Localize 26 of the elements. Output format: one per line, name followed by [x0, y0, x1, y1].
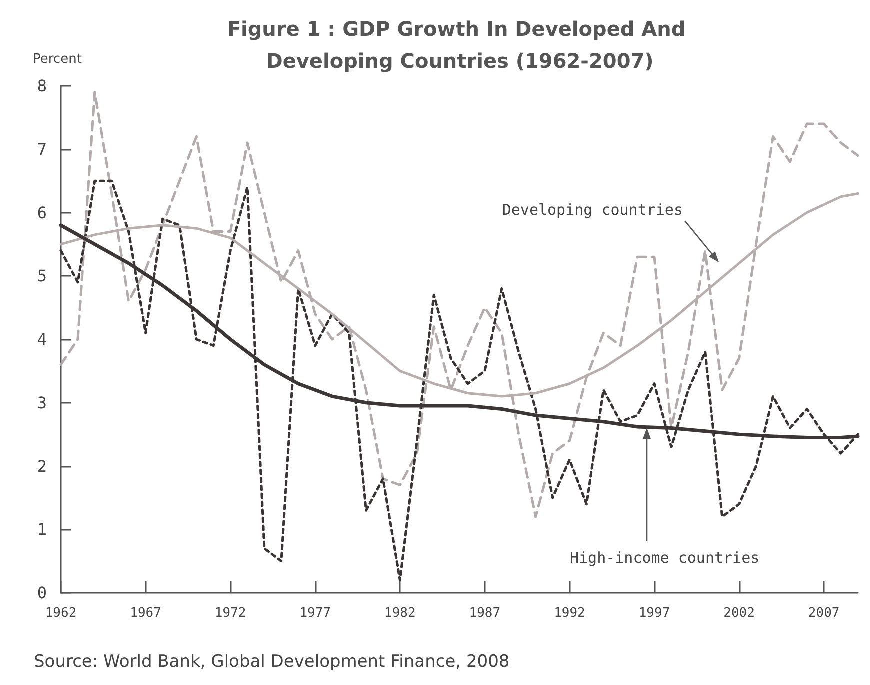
y-tick-label: 4: [37, 330, 47, 349]
x-tick-label: 1992: [554, 606, 586, 621]
y-tick-label: 5: [37, 266, 47, 286]
annotation: Developing countries: [502, 201, 683, 219]
y-tick-label: 8: [37, 76, 47, 96]
line-series: [60, 91, 860, 518]
x-tick-label: 1987: [469, 606, 501, 621]
x-tick-label: 1977: [300, 606, 332, 621]
annotation: High-income countries: [570, 549, 760, 567]
y-tick-label: 3: [37, 393, 47, 412]
line-series: [60, 180, 860, 582]
x-tick-label: 1997: [638, 606, 670, 621]
x-tick-label: 1972: [214, 606, 246, 621]
x-tick-label: 1962: [45, 606, 77, 621]
y-tick-label: 6: [37, 203, 47, 222]
x-tick-label: 1982: [384, 606, 416, 621]
x-tick-label: 1967: [130, 606, 162, 621]
x-tick-label: 2002: [724, 606, 755, 621]
y-tick-label: 1: [37, 520, 47, 540]
y-tick-label: 0: [37, 584, 47, 602]
x-tick-label: 2007: [808, 606, 840, 621]
source-note: Source: World Bank, Global Development Finance, 2008: [34, 652, 510, 672]
y-axis-title: Percent: [33, 52, 82, 67]
y-tick-label: 2: [37, 456, 47, 476]
y-tick-label: 7: [37, 140, 47, 159]
chart-title: Figure 1 : GDP Growth In Developed And Developing Countries (1962-2007): [227, 17, 693, 73]
